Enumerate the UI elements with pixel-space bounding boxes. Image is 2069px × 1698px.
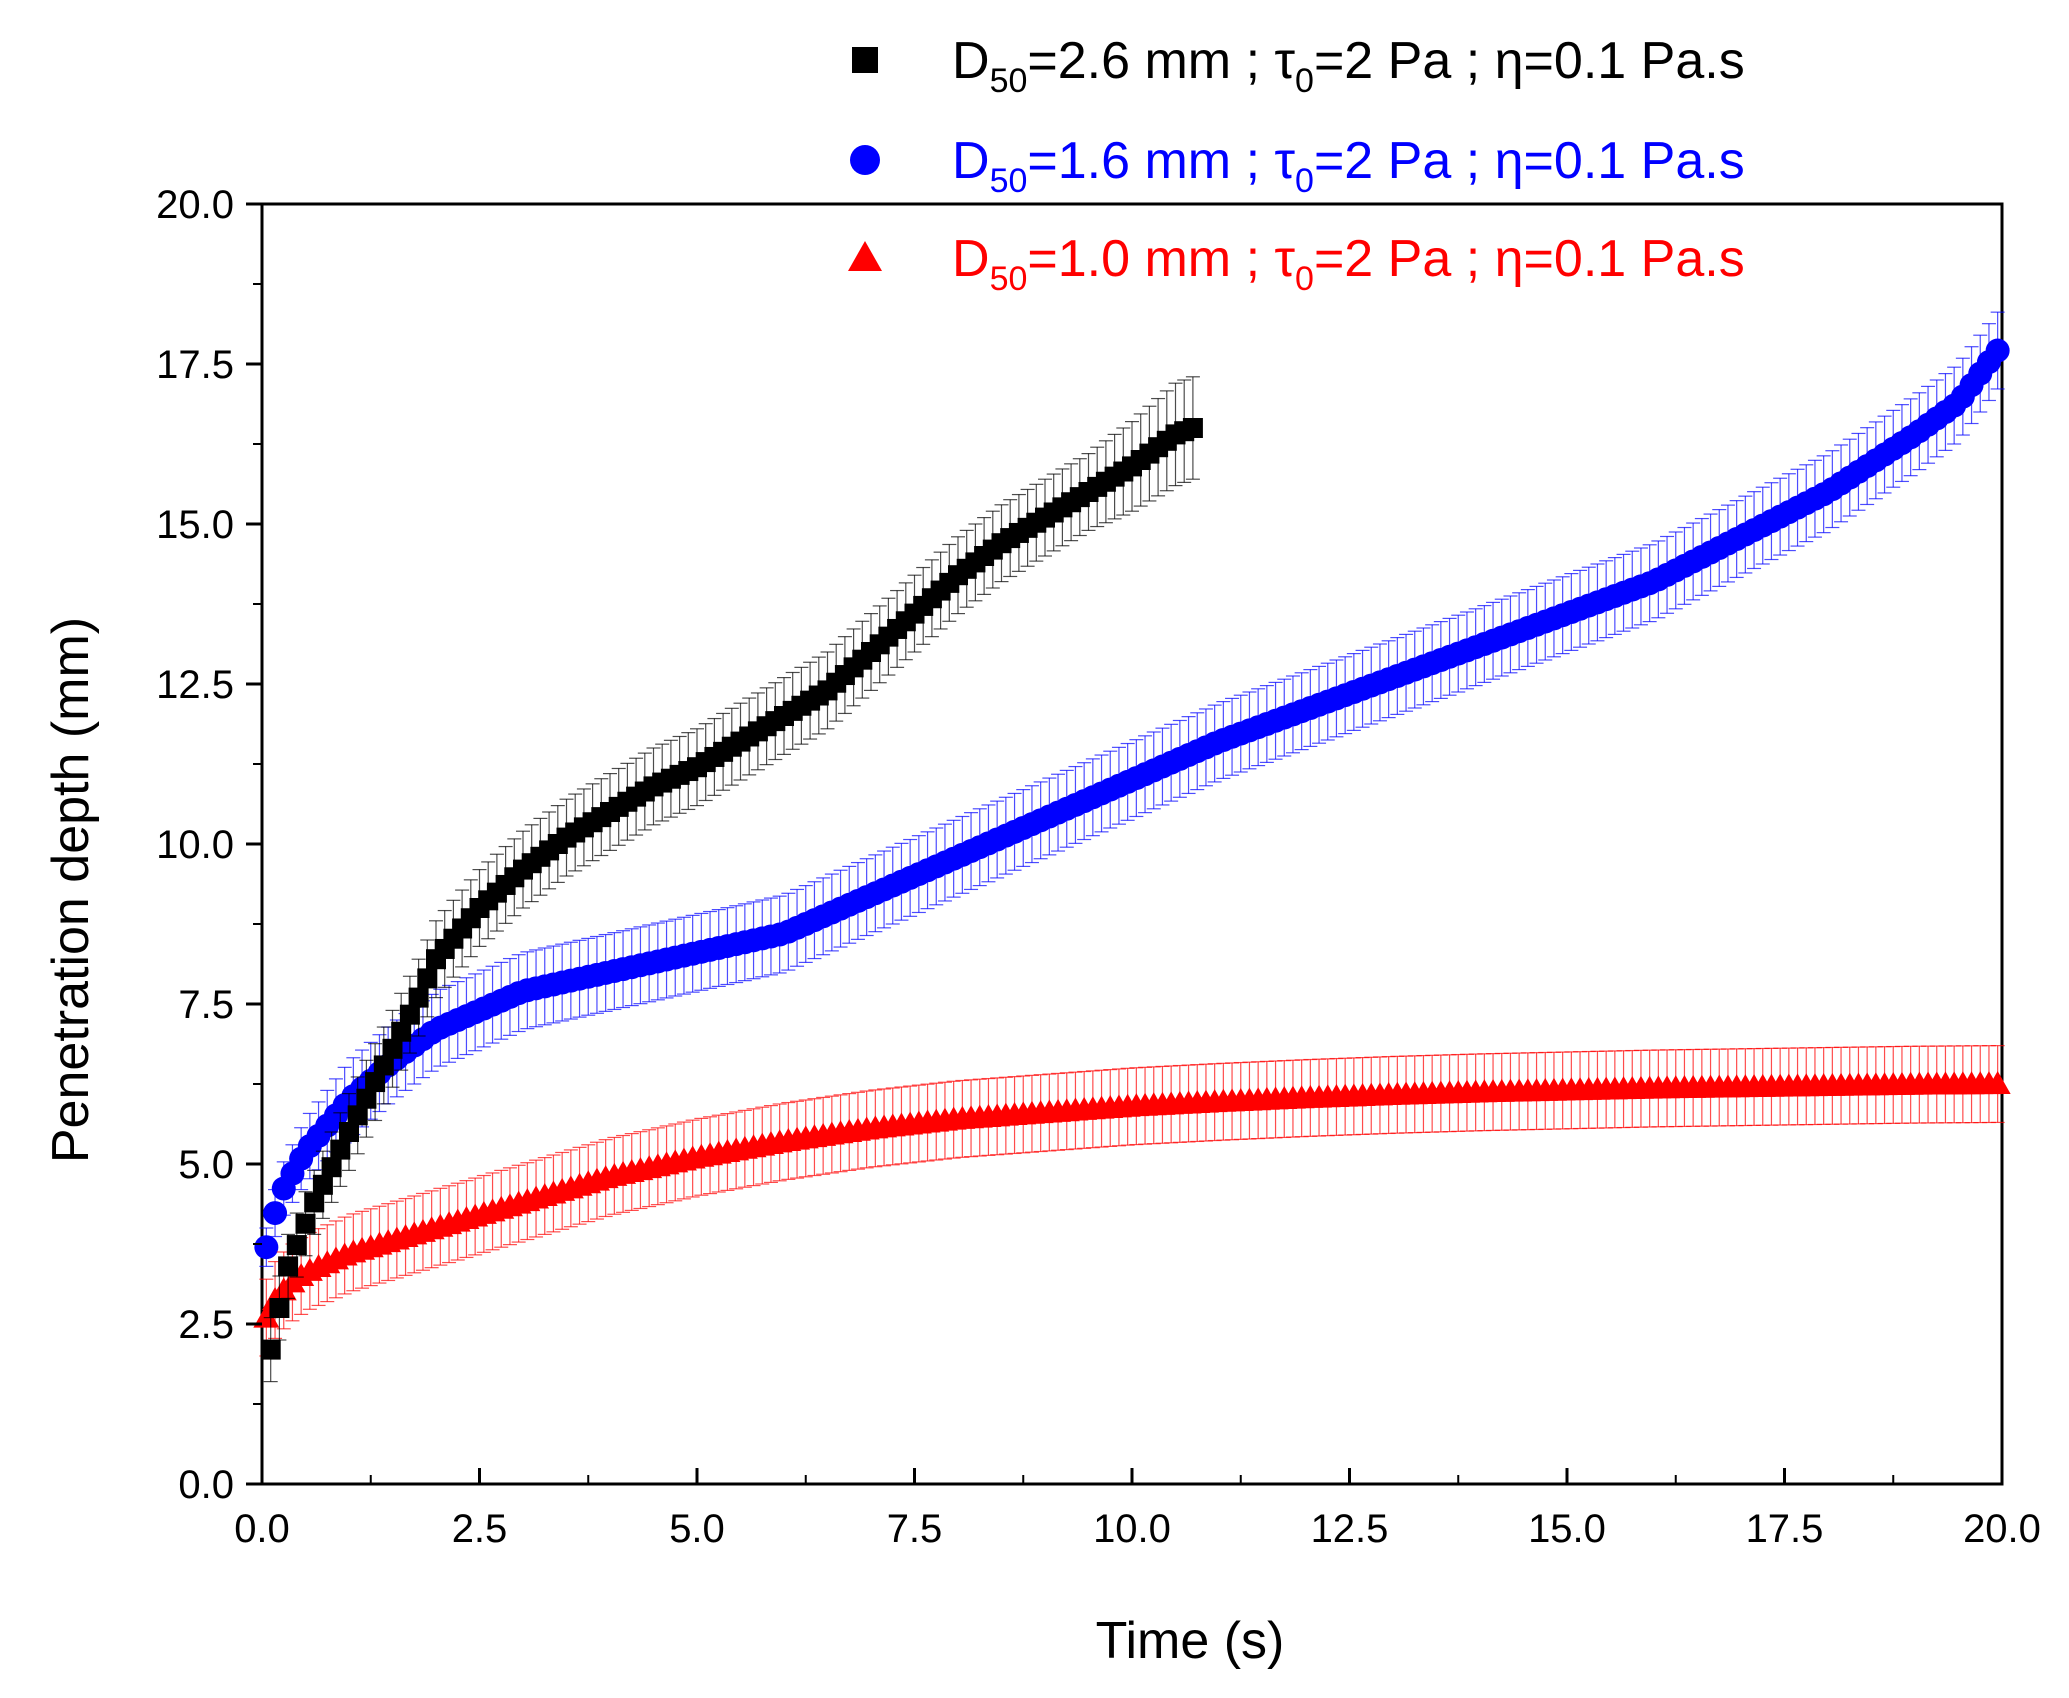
- legend-marker-square: [852, 47, 878, 73]
- data-point-square: [373, 1055, 394, 1076]
- data-point-square: [365, 1072, 386, 1093]
- data-point-square: [382, 1038, 403, 1059]
- y-tick-label: 7.5: [178, 983, 234, 1027]
- series-triangle: [253, 1045, 2011, 1357]
- legend-label-subscript: 50: [990, 260, 1028, 298]
- y-tick-label: 0.0: [178, 1463, 234, 1507]
- legend-label-subscript: 0: [1295, 62, 1314, 100]
- data-point-square: [356, 1088, 377, 1109]
- y-tick-label: 5.0: [178, 1143, 234, 1187]
- legend-label-subscript: 50: [990, 162, 1028, 200]
- series-square: [260, 376, 1203, 1383]
- x-axis-title: Time (s): [1096, 1612, 1285, 1670]
- y-tick-label: 12.5: [156, 663, 234, 707]
- legend-label-subscript: 50: [990, 62, 1028, 100]
- x-tick-label: 0.0: [234, 1507, 290, 1551]
- data-point-square: [278, 1256, 299, 1277]
- series-points: [253, 1071, 2011, 1328]
- legend-label-part: =1.0 mm ; τ: [1027, 230, 1295, 288]
- data-point-square: [408, 987, 429, 1008]
- series-circle: [254, 311, 2010, 1268]
- x-tick-label: 12.5: [1311, 1507, 1389, 1551]
- data-point-square: [269, 1298, 290, 1318]
- legend: D50=2.6 mm ; τ0=2 Pa ; η=0.1 Pa.sD50=1.6…: [848, 32, 1745, 298]
- legend-marker-circle: [850, 145, 880, 175]
- data-point-square: [391, 1021, 412, 1042]
- legend-label-subscript: 0: [1295, 162, 1314, 200]
- x-tick-label: 5.0: [669, 1507, 725, 1551]
- series-layer: [253, 311, 2011, 1383]
- data-point-square: [295, 1213, 316, 1234]
- data-point-square: [312, 1174, 333, 1195]
- legend-label-part: =2 Pa ; η=0.1 Pa.s: [1314, 132, 1745, 190]
- data-point-circle: [1985, 338, 2010, 363]
- y-tick-label: 15.0: [156, 503, 234, 547]
- y-tick-label: 17.5: [156, 343, 234, 387]
- data-point-circle: [263, 1201, 288, 1226]
- data-point-square: [339, 1122, 359, 1142]
- y-tick-label: 2.5: [178, 1303, 234, 1347]
- legend-label-part: =1.6 mm ; τ: [1027, 132, 1295, 190]
- data-point-square: [286, 1235, 307, 1256]
- x-tick-label: 2.5: [452, 1507, 508, 1551]
- data-point-square: [321, 1157, 342, 1178]
- legend-label-part: =2 Pa ; η=0.1 Pa.s: [1314, 230, 1745, 288]
- axes-layer: 0.0 2.5 5.0 7.5 10.0 12.5 15.0 17.5 20.0 0.0 2.5 5.…: [156, 183, 2041, 1551]
- data-point-square: [399, 1004, 420, 1025]
- legend-label-part: =2 Pa ; η=0.1 Pa.s: [1314, 32, 1745, 90]
- y-tick-label: 10.0: [156, 823, 234, 867]
- legend-label: D50=2.6 mm ; τ0=2 Pa ; η=0.1 Pa.s: [952, 32, 1745, 100]
- data-point-circle: [254, 1235, 279, 1260]
- x-tick-label: 10.0: [1093, 1507, 1171, 1551]
- data-point-triangle: [253, 1304, 280, 1328]
- data-point-triangle: [1984, 1071, 2011, 1095]
- x-tick-label: 15.0: [1528, 1507, 1606, 1551]
- data-point-square: [304, 1192, 325, 1213]
- legend-label-part: =2.6 mm ; τ: [1027, 32, 1295, 90]
- legend-label-part: D: [952, 230, 990, 288]
- y-axis-title: Penetration depth (mm): [42, 617, 100, 1163]
- data-point-square: [260, 1339, 281, 1360]
- data-point-square: [417, 968, 438, 989]
- x-tick-label: 20.0: [1963, 1507, 2041, 1551]
- series-points: [260, 418, 1203, 1360]
- legend-marker-triangle: [848, 241, 882, 271]
- series-points: [254, 338, 2010, 1260]
- data-point-square: [347, 1105, 368, 1126]
- legend-label-part: D: [952, 32, 990, 90]
- x-tick-label: 17.5: [1746, 1507, 1824, 1551]
- data-point-square: [330, 1139, 351, 1160]
- legend-label-part: D: [952, 132, 990, 190]
- legend-label: D50=1.0 mm ; τ0=2 Pa ; η=0.1 Pa.s: [952, 230, 1745, 298]
- legend-label-subscript: 0: [1295, 260, 1314, 298]
- x-tick-label: 7.5: [887, 1507, 943, 1551]
- y-tick-label: 20.0: [156, 183, 234, 227]
- data-point-square: [1182, 418, 1203, 438]
- legend-label: D50=1.6 mm ; τ0=2 Pa ; η=0.1 Pa.s: [952, 132, 1745, 200]
